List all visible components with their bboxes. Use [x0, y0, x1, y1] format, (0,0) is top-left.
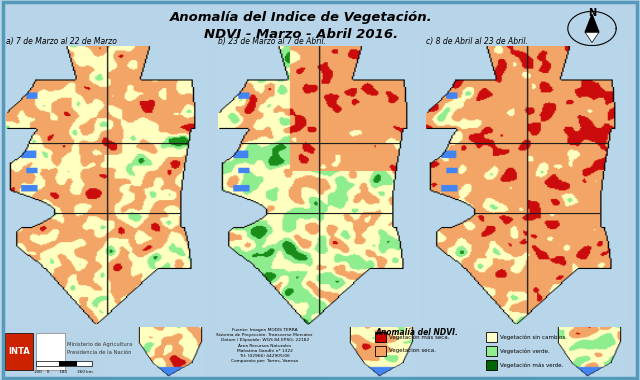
Text: Vegetación más verde.: Vegetación más verde.	[500, 362, 563, 367]
Text: INTA: INTA	[8, 347, 30, 356]
Bar	[486, 332, 497, 342]
Bar	[36, 333, 65, 370]
Bar	[486, 360, 497, 370]
Text: Fuente: Imagen MODIS TERRA
Sistema de Proyección: Transverse Mercator
Datum / El: Fuente: Imagen MODIS TERRA Sistema de Pr…	[216, 328, 313, 363]
Bar	[58, 361, 77, 366]
Text: Vegetación verde.: Vegetación verde.	[500, 348, 550, 354]
Polygon shape	[585, 32, 599, 43]
Text: b) 23 de Marzo al 7 de Abril.: b) 23 de Marzo al 7 de Abril.	[218, 36, 326, 46]
Polygon shape	[585, 14, 599, 32]
Text: Vegetación sin cambios.: Vegetación sin cambios.	[500, 334, 567, 340]
Text: Presidencia de la Nación: Presidencia de la Nación	[67, 350, 131, 355]
Text: NDVI - Marzo - Abril 2016.: NDVI - Marzo - Abril 2016.	[204, 28, 398, 41]
Text: c) 8 de Abril al 23 de Abril.: c) 8 de Abril al 23 de Abril.	[426, 36, 527, 46]
Bar	[5, 333, 33, 370]
Text: Anomalía del Indice de Vegetación.: Anomalía del Indice de Vegetación.	[170, 11, 432, 24]
Text: a) 7 de Marzo al 22 de Marzo: a) 7 de Marzo al 22 de Marzo	[6, 36, 117, 46]
Bar	[36, 361, 92, 366]
Text: Vegetación más seca.: Vegetación más seca.	[389, 334, 450, 340]
Text: 100    0        180        360 km: 100 0 180 360 km	[34, 370, 93, 374]
Text: Vegetacion seca.: Vegetacion seca.	[389, 348, 436, 353]
Bar	[375, 346, 387, 356]
Bar	[375, 332, 387, 342]
Text: Ministerio de Agricultura: Ministerio de Agricultura	[67, 342, 132, 347]
Text: Anomalía del NDVI.: Anomalía del NDVI.	[375, 328, 458, 337]
Bar	[486, 346, 497, 356]
Text: N: N	[588, 8, 596, 18]
